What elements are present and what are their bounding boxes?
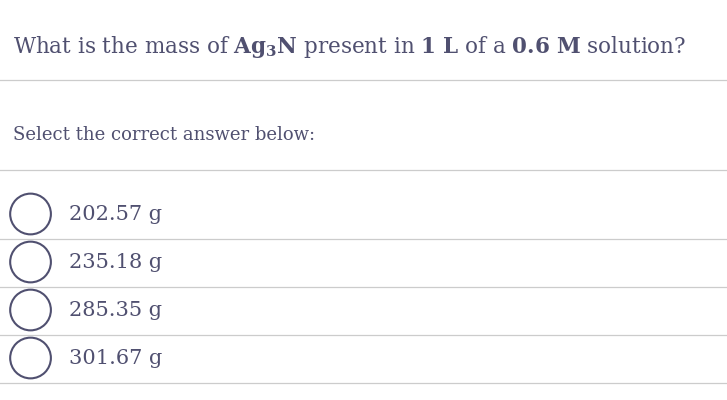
- Text: What is the mass of $\mathbf{Ag_3N}$ present in $\mathbf{1\ L}$ of a $\mathbf{0.: What is the mass of $\mathbf{Ag_3N}$ pre…: [13, 34, 686, 60]
- Text: 235.18 g: 235.18 g: [69, 252, 162, 272]
- Text: 285.35 g: 285.35 g: [69, 300, 162, 320]
- Text: Select the correct answer below:: Select the correct answer below:: [13, 126, 316, 144]
- Text: 301.67 g: 301.67 g: [69, 348, 162, 368]
- Text: 202.57 g: 202.57 g: [69, 204, 162, 224]
